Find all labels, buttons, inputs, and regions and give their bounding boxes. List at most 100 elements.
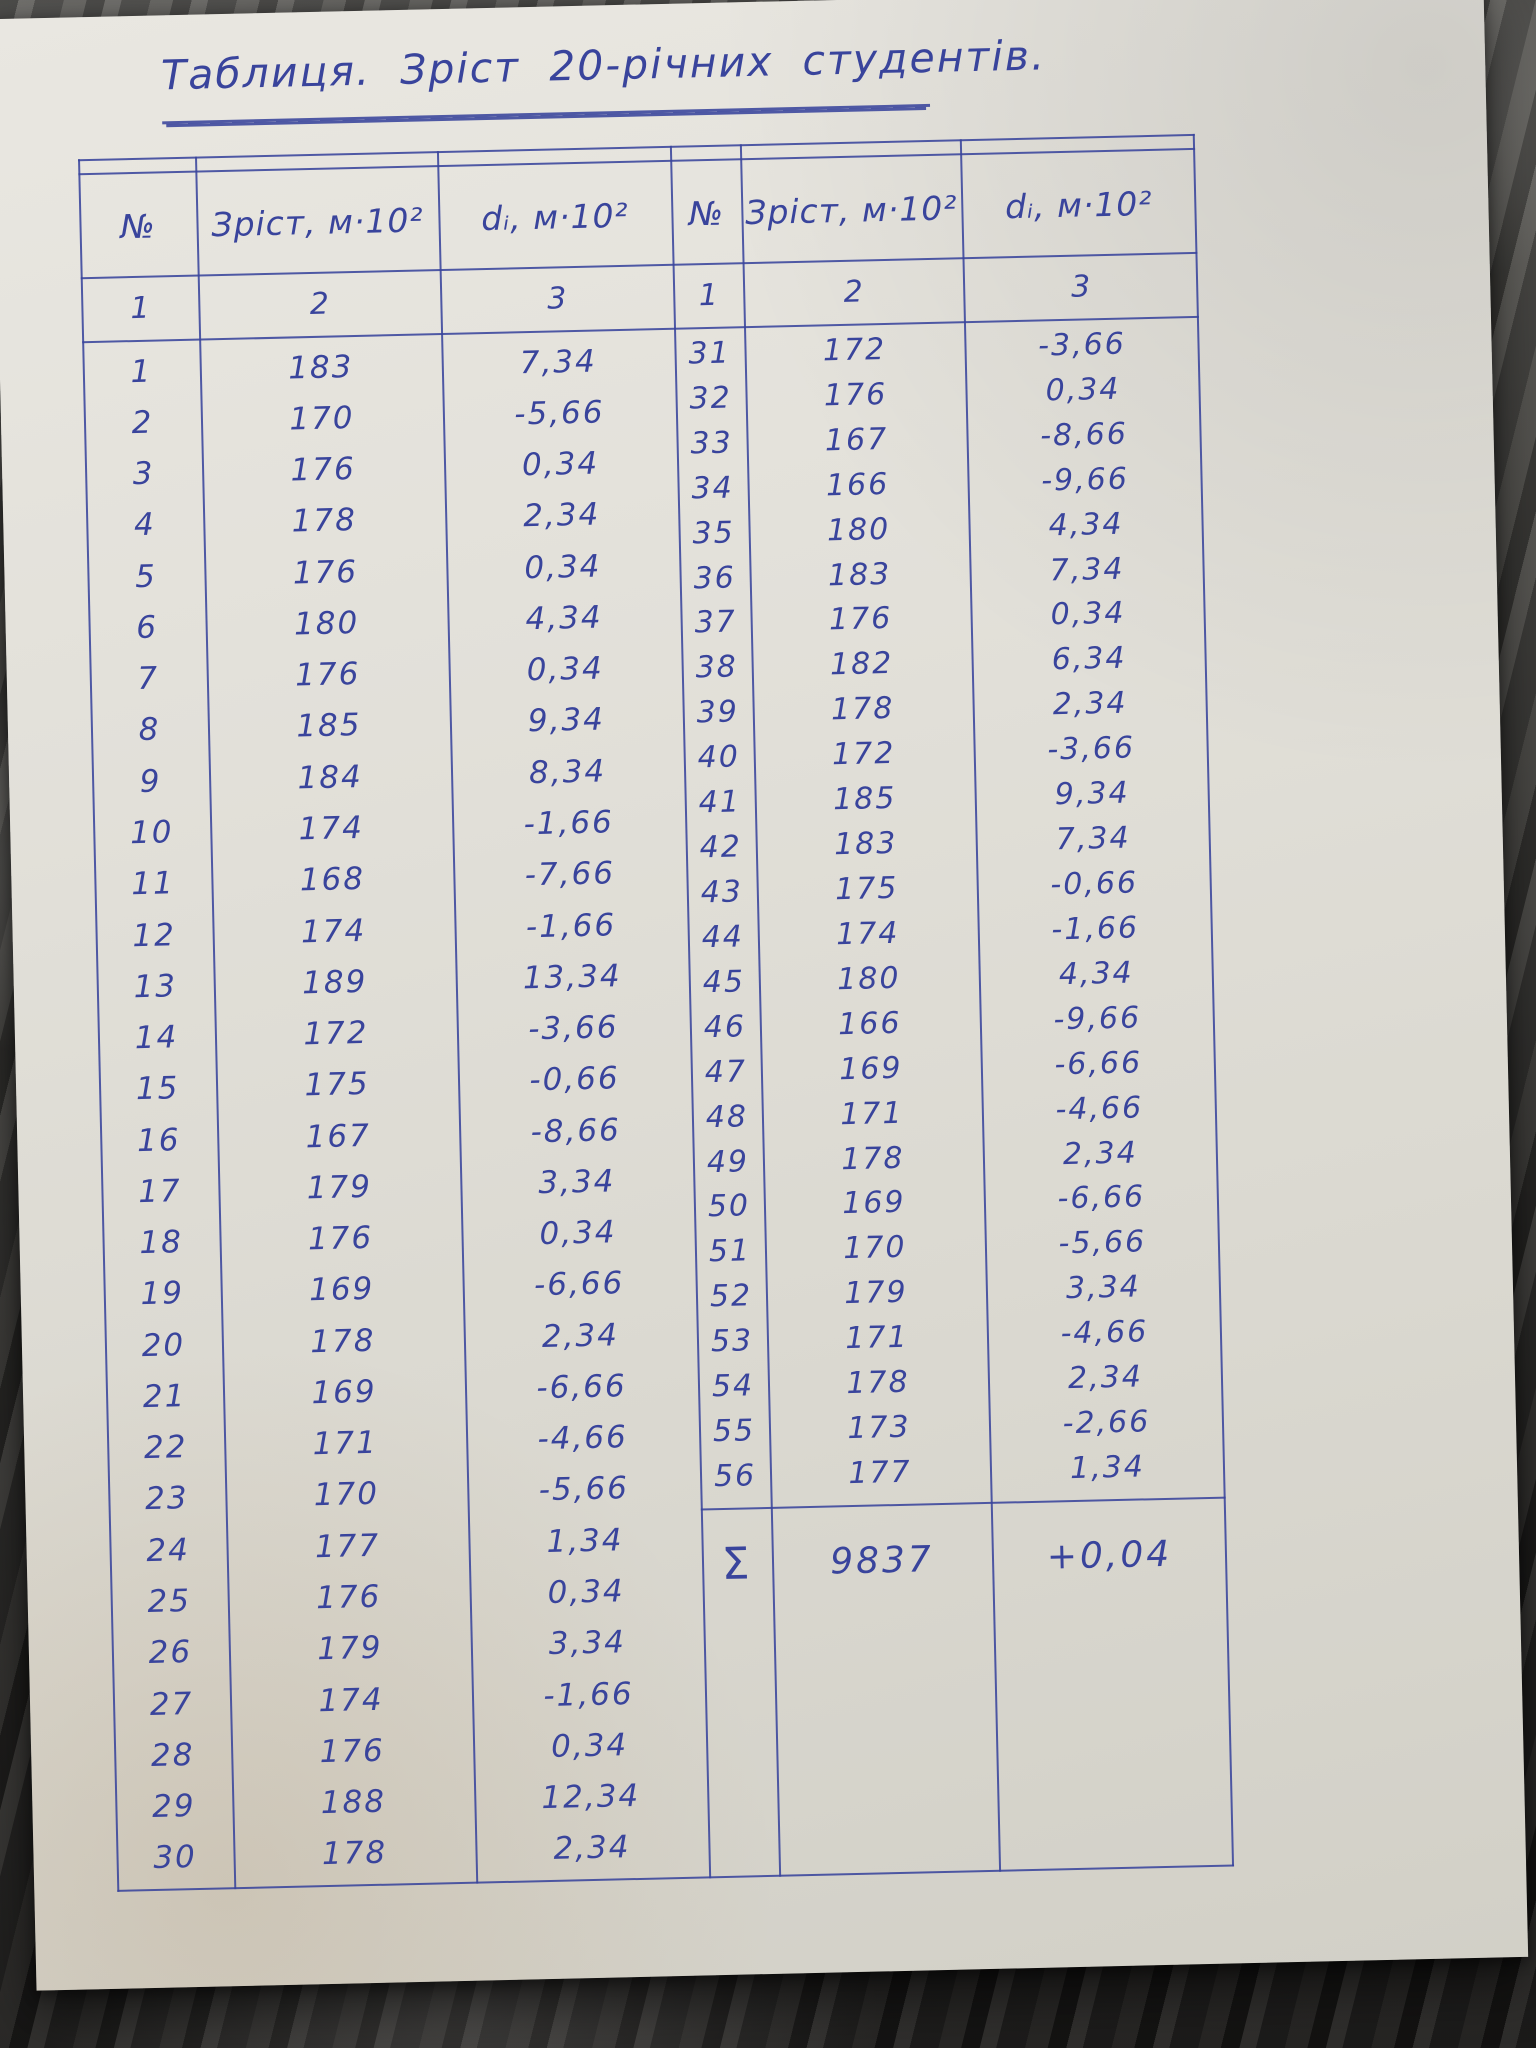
height-value: 185 <box>295 707 362 745</box>
row-number: 47 <box>704 1054 748 1090</box>
height-value: 188 <box>320 1783 387 1822</box>
column-header-number: № <box>119 206 157 246</box>
sum-separator-line <box>700 1496 1226 1511</box>
data-table: № Зріст, м·10² dᵢ, м·10² № Зріст, м·10² … <box>78 133 1236 1894</box>
deviation-value: -8,66 <box>1039 416 1129 454</box>
row-number: 23 <box>144 1480 190 1518</box>
deviation-value: -7,66 <box>524 855 616 894</box>
row-number: 1 <box>130 353 153 390</box>
row-number: 8 <box>138 712 161 749</box>
page-title: Таблиця. Зріст 20-річних студентів. <box>160 31 1046 125</box>
height-value: 174 <box>300 912 367 950</box>
column-header-deviation: dᵢ, м·10² <box>1004 183 1153 226</box>
height-value: 189 <box>301 963 368 1002</box>
height-value: 179 <box>306 1168 373 1207</box>
height-value: 178 <box>840 1140 905 1177</box>
height-value: 176 <box>828 601 893 638</box>
row-number: 18 <box>138 1224 184 1262</box>
column-index: 3 <box>1070 268 1091 305</box>
deviation-value: 8,34 <box>528 753 607 791</box>
deviation-value: 0,34 <box>1045 371 1121 409</box>
row-number: 26 <box>148 1634 193 1672</box>
row-number: 49 <box>706 1143 750 1180</box>
row-number: 10 <box>129 814 174 852</box>
row-number: 4 <box>133 507 157 544</box>
deviation-value: -5,66 <box>1058 1224 1147 1262</box>
deviation-value: -4,66 <box>537 1419 629 1458</box>
height-value: 175 <box>304 1066 371 1104</box>
row-number: 16 <box>136 1121 181 1159</box>
deviation-value: 0,34 <box>550 1726 629 1765</box>
deviation-value: -0,66 <box>1050 865 1139 903</box>
sum-row: Σ 9837 +0,04 <box>701 1516 1228 1602</box>
row-number: 43 <box>700 874 744 911</box>
height-value: 170 <box>313 1476 380 1514</box>
height-value: 167 <box>305 1117 372 1155</box>
row-number: 39 <box>696 694 740 731</box>
row-number: 29 <box>151 1788 197 1826</box>
row-number: 36 <box>693 560 737 596</box>
deviation-value: -6,66 <box>1057 1179 1146 1217</box>
deviation-value: -9,66 <box>1040 461 1130 499</box>
row-number: 28 <box>150 1736 195 1774</box>
row-number: 34 <box>691 470 735 507</box>
deviation-value: 3,34 <box>1065 1269 1142 1307</box>
column-header-number: № <box>688 193 725 233</box>
row-number: 38 <box>695 649 739 686</box>
deviation-value: -8,66 <box>530 1111 622 1150</box>
height-value: 179 <box>316 1630 383 1668</box>
deviation-value: 0,34 <box>547 1573 626 1611</box>
row-number: 56 <box>713 1458 757 1495</box>
sum-deviation-value: +0,04 <box>1046 1533 1173 1578</box>
deviation-value: -0,66 <box>529 1060 621 1099</box>
row-number: 5 <box>134 558 158 595</box>
height-value: 169 <box>841 1185 906 1222</box>
height-value: 173 <box>846 1409 912 1447</box>
row-number: 6 <box>135 609 159 647</box>
height-value: 172 <box>822 331 887 369</box>
deviation-value: -9,66 <box>1053 1000 1142 1038</box>
row-number: 50 <box>707 1188 751 1225</box>
height-value: 172 <box>831 736 896 773</box>
column-index: 1 <box>129 290 150 326</box>
deviation-value: -5,66 <box>538 1470 630 1509</box>
deviation-value: -6,66 <box>533 1265 625 1304</box>
deviation-value: 3,34 <box>537 1163 616 1201</box>
row-number: 51 <box>708 1233 752 1270</box>
paper-sheet: Таблиця. Зріст 20-річних студентів. № Зр… <box>0 0 1529 1991</box>
row-number: 21 <box>142 1378 187 1416</box>
height-value: 176 <box>315 1578 382 1617</box>
deviation-value: 7,34 <box>1055 820 1131 858</box>
height-value: 180 <box>293 604 360 643</box>
row-number: 25 <box>147 1583 192 1621</box>
row-number: 24 <box>145 1531 191 1569</box>
deviation-value: 2,34 <box>1067 1359 1144 1397</box>
height-value: 175 <box>834 870 899 908</box>
height-value: 169 <box>308 1271 375 1309</box>
height-value: 171 <box>839 1095 904 1132</box>
row-number: 11 <box>130 865 176 903</box>
row-number: 9 <box>139 763 162 800</box>
height-value: 176 <box>823 376 888 414</box>
deviation-value: -3,66 <box>1046 730 1136 768</box>
deviation-value: 9,34 <box>1054 775 1130 813</box>
row-number: 45 <box>702 964 746 1001</box>
deviation-value: 2,34 <box>1062 1135 1139 1172</box>
sigma-symbol: Σ <box>721 1537 754 1590</box>
row-number: 12 <box>132 916 177 954</box>
height-value: 184 <box>297 758 364 797</box>
left-rows: 1 183 7,34 2 170 -5,66 3 176 0,34 4 178 2,34 5 176 0,3… <box>82 334 709 1885</box>
deviation-value: 7,34 <box>519 343 598 381</box>
right-rows: 31 172 -3,66 32 176 0,34 33 167 -8,66 34 166 -9,66 3… <box>674 320 1225 1500</box>
height-value: 172 <box>302 1014 369 1053</box>
height-value: 174 <box>318 1681 385 1719</box>
row-number: 19 <box>140 1275 185 1313</box>
height-value: 178 <box>291 502 358 540</box>
deviation-value: 9,34 <box>527 701 606 740</box>
deviation-value: -6,66 <box>536 1368 628 1407</box>
deviation-value: 0,34 <box>1050 596 1126 633</box>
height-value: 171 <box>844 1319 909 1357</box>
height-value: 170 <box>288 399 355 438</box>
deviation-value: -2,66 <box>1062 1404 1151 1442</box>
height-value: 185 <box>832 781 897 818</box>
